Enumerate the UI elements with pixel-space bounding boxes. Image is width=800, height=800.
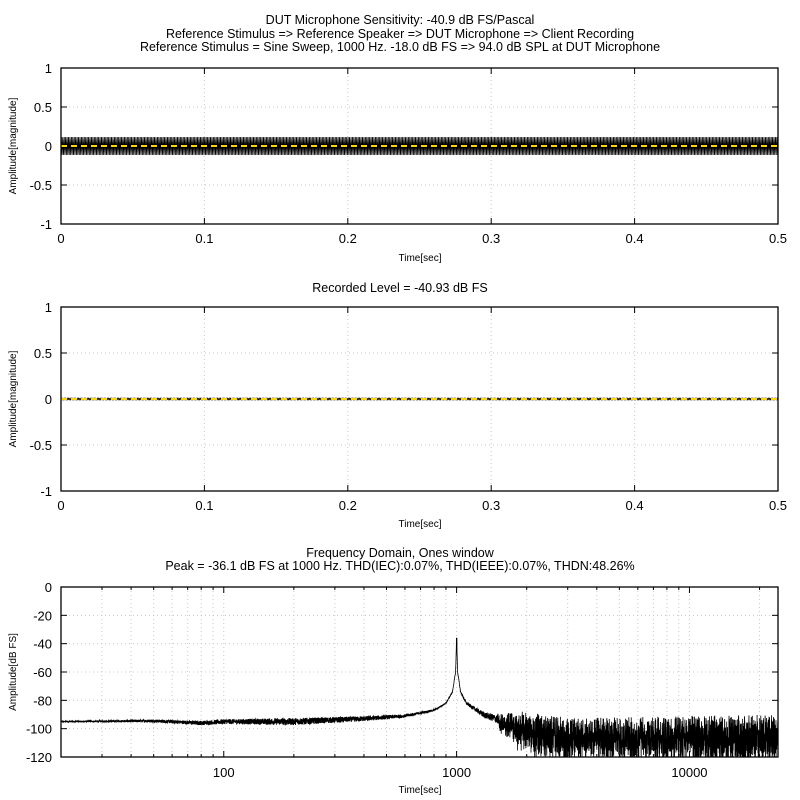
spectrum-line bbox=[61, 637, 778, 757]
y-tick-label: -60 bbox=[33, 665, 52, 680]
x-tick-label: 0 bbox=[57, 498, 64, 513]
grid bbox=[61, 587, 778, 757]
series-group bbox=[61, 137, 778, 155]
plot-border bbox=[60, 306, 779, 492]
plot-title: Frequency Domain, Ones window bbox=[306, 546, 495, 560]
x-axis-label: Time[sec] bbox=[399, 253, 442, 264]
x-axis-label: Time[sec] bbox=[399, 785, 442, 796]
y-tick-label: 0 bbox=[45, 392, 52, 407]
y-tick-label: -40 bbox=[33, 637, 52, 652]
y-tick-label: 0.5 bbox=[34, 100, 52, 115]
x-tick-label: 0.3 bbox=[482, 498, 500, 513]
plot-2: Recorded Level = -40.93 dB FS 1 0.5 0 -0.5 -1… bbox=[8, 281, 787, 530]
y-tick-label: -80 bbox=[33, 693, 52, 708]
series-group bbox=[61, 397, 778, 401]
plot-title: DUT Microphone Sensitivity: -40.9 dB FS/… bbox=[266, 13, 535, 27]
x-tick-label: 0.1 bbox=[195, 498, 213, 513]
y-tick-label: 0.5 bbox=[34, 346, 52, 361]
plot-title: Peak = -36.1 dB FS at 1000 Hz. THD(IEC):… bbox=[165, 559, 634, 573]
y-tick-label: 0 bbox=[45, 580, 52, 595]
y-tick-label: 1 bbox=[45, 300, 52, 315]
y-tick-label: 0 bbox=[45, 139, 52, 154]
signal-line bbox=[61, 397, 778, 401]
y-tick-label: -1 bbox=[40, 484, 52, 499]
x-tick-label: 0.2 bbox=[339, 231, 357, 246]
y-tick-label: -0.5 bbox=[30, 178, 52, 193]
x-tick-label: 0.1 bbox=[195, 231, 213, 246]
plot-border bbox=[60, 586, 779, 758]
x-tick-label: 0.2 bbox=[339, 498, 357, 513]
y-axis-label: Amplitude[dB FS] bbox=[8, 633, 19, 711]
x-tick-label: 100 bbox=[213, 765, 235, 780]
x-axis-label: Time[sec] bbox=[399, 519, 442, 530]
x-tick-label: 0.4 bbox=[626, 231, 644, 246]
x-tick-label: 0.4 bbox=[626, 498, 644, 513]
y-tick-label: -1 bbox=[40, 217, 52, 232]
x-tick-label: 0 bbox=[57, 231, 64, 246]
plot-title: Recorded Level = -40.93 dB FS bbox=[312, 281, 487, 295]
plot-title: Reference Stimulus => Reference Speaker … bbox=[166, 27, 634, 41]
plot-border bbox=[60, 67, 779, 225]
x-tick-label: 0.5 bbox=[769, 498, 787, 513]
plot-1: DUT Microphone Sensitivity: -40.9 dB FS/… bbox=[8, 13, 787, 264]
series-group bbox=[61, 637, 778, 757]
y-tick-label: -20 bbox=[33, 608, 52, 623]
signal-line bbox=[61, 137, 778, 155]
plot-title: Reference Stimulus = Sine Sweep, 1000 Hz… bbox=[140, 40, 660, 54]
y-tick-label: 1 bbox=[45, 61, 52, 76]
x-tick-label: 1000 bbox=[442, 765, 471, 780]
x-tick-label: 10000 bbox=[671, 765, 707, 780]
y-tick-label: -120 bbox=[26, 750, 52, 765]
x-tick-label: 0.5 bbox=[769, 231, 787, 246]
y-axis-label: Amplitude[magnitude] bbox=[8, 350, 19, 447]
y-axis-label: Amplitude[magnitude] bbox=[8, 97, 19, 194]
y-tick-label: -100 bbox=[26, 722, 52, 737]
y-tick-label: -0.5 bbox=[30, 438, 52, 453]
x-tick-label: 0.3 bbox=[482, 231, 500, 246]
